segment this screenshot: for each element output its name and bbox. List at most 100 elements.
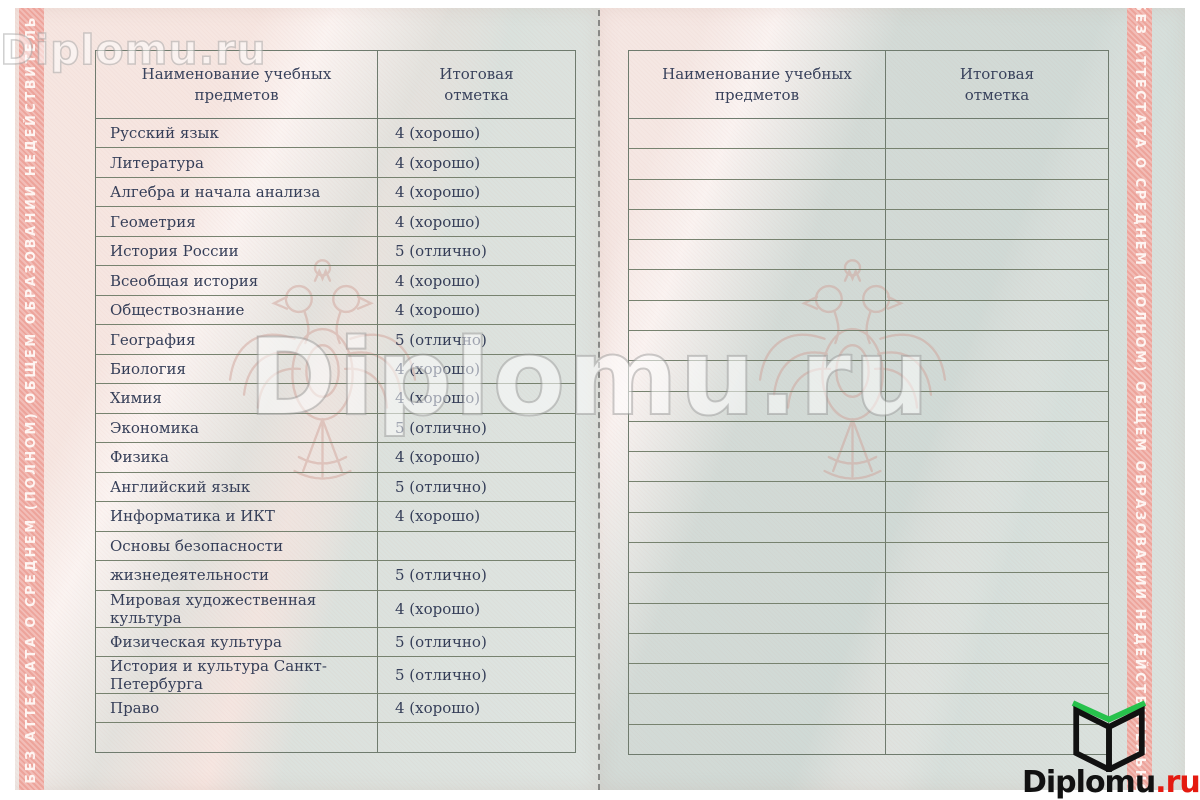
security-strip-left-text: БЕЗ АТТЕСТАТА О СРЕДНЕМ (ПОЛНОМ) ОБЩЕМ О…	[24, 14, 39, 784]
diplomu-logo: Diplomu.ru	[1022, 690, 1200, 800]
table-row	[629, 724, 1108, 754]
table-row: География 5 (отлично)	[96, 325, 575, 355]
subject-cell: Физическая культура	[96, 627, 378, 656]
table-row	[629, 240, 1108, 271]
grade-cell: 5 (отлично)	[395, 477, 487, 496]
subject-cell	[96, 723, 378, 752]
subject-cell	[629, 421, 886, 452]
grade-cell: 4 (хорошо)	[395, 699, 481, 718]
grade-cell	[378, 532, 575, 560]
table-body: Русский язык 4 (хорошо) Литература 4 (хорош…	[96, 119, 575, 752]
subject-cell: Основы безопасности	[96, 531, 378, 561]
subject-cell: жизнедеятельности	[96, 561, 378, 590]
table-row	[629, 179, 1108, 210]
table-row	[629, 149, 1108, 180]
grade-cell	[886, 543, 1108, 572]
subject-cell: Обществознание	[96, 295, 378, 325]
table-row	[629, 664, 1108, 695]
grade-cell	[886, 331, 1108, 360]
table-row	[629, 209, 1108, 241]
table-row: жизнедеятельности 5 (отлично)	[96, 561, 575, 591]
grade-cell	[886, 392, 1108, 421]
table-row	[629, 270, 1108, 301]
table-row	[629, 421, 1108, 453]
table-header-row: Наименование учебных предметов Итоговая …	[629, 51, 1108, 119]
subject-cell: История России	[96, 236, 378, 266]
subject-header-cell: Наименование учебных предметов	[96, 51, 378, 118]
grades-table-left: Наименование учебных предметов Итоговая …	[95, 50, 576, 753]
security-strip-right: БЕЗ АТТЕСТАТА О СРЕДНЕМ (ПОЛНОМ) ОБЩЕМ О…	[1127, 8, 1152, 790]
grades-table-right: Наименование учебных предметов Итоговая …	[628, 50, 1109, 755]
grade-cell: 4 (хорошо)	[395, 507, 481, 526]
subject-cell: Русский язык	[96, 119, 378, 148]
subject-cell	[629, 542, 886, 573]
table-row: Русский язык 4 (хорошо)	[96, 119, 575, 149]
subject-cell	[629, 209, 886, 240]
grade-cell	[886, 422, 1108, 451]
subject-cell	[629, 603, 886, 633]
subject-header-label: Наименование учебных предметов	[662, 65, 852, 104]
subject-cell	[629, 300, 886, 330]
table-row	[629, 330, 1108, 362]
subject-header-label: Наименование учебных предметов	[141, 65, 332, 104]
subject-cell: Химия	[96, 384, 378, 413]
subject-cell: Всеобщая история	[96, 266, 378, 295]
table-row: Информатика и ИКТ 4 (хорошо)	[96, 502, 575, 532]
table-row	[629, 573, 1108, 604]
subject-header-cell: Наименование учебных предметов	[629, 51, 886, 118]
subject-cell	[629, 694, 886, 724]
grade-cell: 4 (хорошо)	[395, 359, 481, 378]
grade-cell	[886, 210, 1108, 239]
grade-cell	[886, 180, 1108, 209]
subject-cell	[629, 633, 886, 664]
table-row: Геометрия 4 (хорошо)	[96, 207, 575, 237]
subject-cell	[629, 512, 886, 542]
table-row	[629, 512, 1108, 543]
table-row	[629, 603, 1108, 634]
table-row: История России 5 (отлично)	[96, 236, 575, 267]
open-book-icon	[1071, 700, 1147, 772]
grade-cell	[886, 604, 1108, 633]
subject-cell	[629, 482, 886, 512]
grade-cell	[886, 664, 1108, 693]
table-row: Всеобщая история 4 (хорошо)	[96, 266, 575, 296]
table-header-row: Наименование учебных предметов Итоговая …	[96, 51, 575, 119]
grade-cell	[886, 482, 1108, 511]
subject-cell: Алгебра и начала анализа	[96, 177, 378, 207]
table-row: Право 4 (хорошо)	[96, 693, 575, 724]
grade-header-cell: Итоговая отметка	[886, 51, 1108, 118]
grade-cell	[378, 723, 575, 751]
subject-cell	[629, 361, 886, 391]
grade-cell: 5 (отлично)	[395, 242, 487, 261]
grade-cell	[886, 301, 1108, 330]
grade-cell: 4 (хорошо)	[395, 183, 481, 202]
table-row: Обществознание 4 (хорошо)	[96, 295, 575, 326]
grade-cell	[886, 240, 1108, 269]
table-row: Английский язык 5 (отлично)	[96, 472, 575, 503]
grade-cell	[886, 361, 1108, 390]
subject-cell	[629, 330, 886, 361]
table-row	[629, 300, 1108, 331]
subject-cell	[629, 240, 886, 270]
grade-cell	[886, 573, 1108, 602]
grade-cell: 5 (отлично)	[395, 632, 487, 651]
table-row: Химия 4 (хорошо)	[96, 384, 575, 414]
table-row	[629, 633, 1108, 665]
subject-cell: Английский язык	[96, 472, 378, 502]
right-page: БЕЗ АТТЕСТАТА О СРЕДНЕМ (ПОЛНОМ) ОБЩЕМ О…	[600, 8, 1185, 790]
grade-header-cell: Итоговая отметка	[378, 51, 575, 118]
grade-cell	[886, 270, 1108, 299]
subject-cell: Биология	[96, 354, 378, 384]
table-row	[629, 694, 1108, 725]
subject-cell	[629, 119, 886, 149]
table-body	[629, 119, 1108, 754]
grade-cell: 4 (хорошо)	[395, 389, 481, 408]
table-row	[96, 723, 575, 752]
table-row: Мировая художественная культура 4 (хорошо…	[96, 590, 575, 628]
logo-text-black: Diplomu	[1022, 765, 1156, 800]
table-row	[629, 542, 1108, 574]
grade-cell: 4 (хорошо)	[395, 599, 481, 618]
subject-cell	[629, 270, 886, 300]
grade-cell	[886, 634, 1108, 663]
